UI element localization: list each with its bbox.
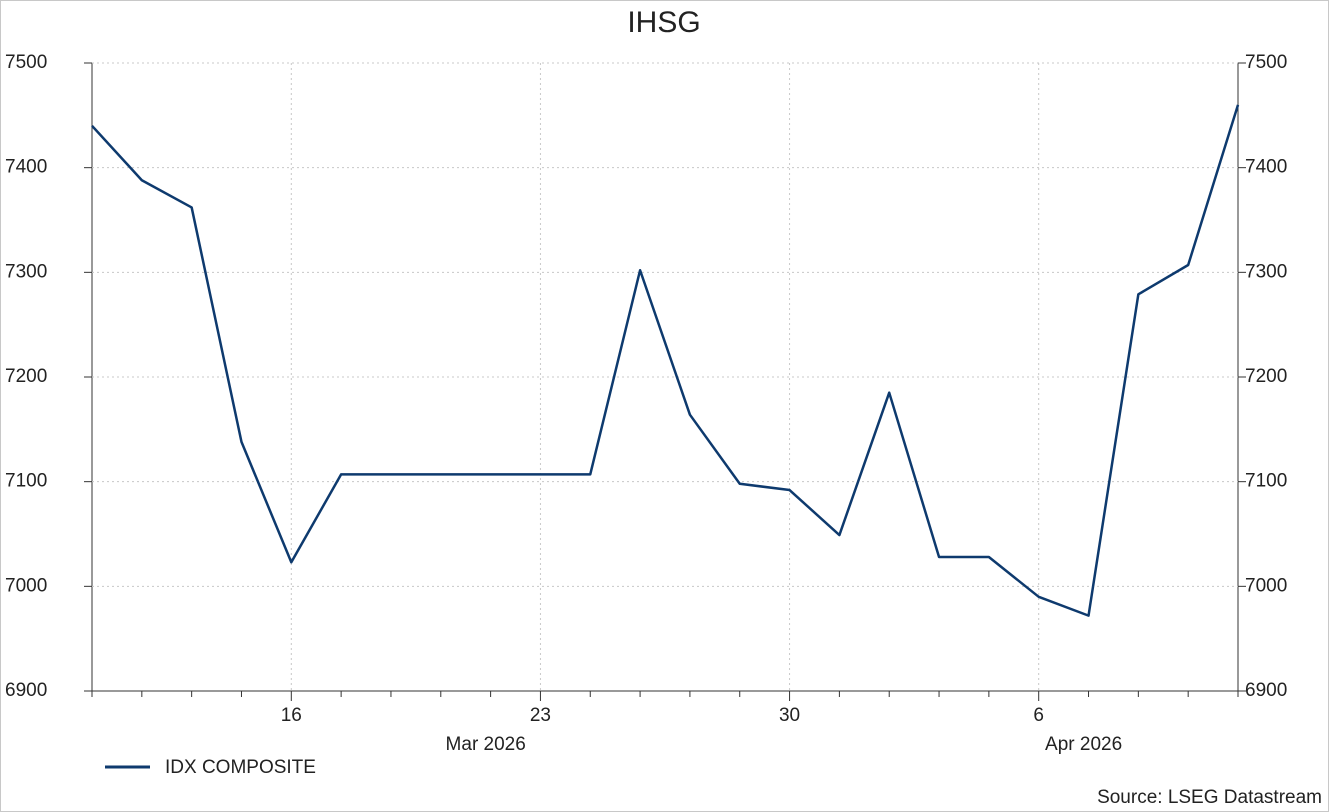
y-tick-label: 7100 — [5, 471, 47, 492]
month-label: Apr 2026 — [1045, 734, 1122, 755]
y2-tick-label: 7000 — [1245, 575, 1287, 596]
x-tick-label: 23 — [530, 705, 551, 726]
y2-tick-label: 7100 — [1245, 471, 1287, 492]
source-note: Source: LSEG Datastream — [1097, 787, 1322, 808]
y2-tick-label: 6900 — [1245, 680, 1287, 701]
y-tick-label: 7500 — [5, 52, 47, 73]
legend-label: IDX COMPOSITE — [165, 757, 316, 778]
data-line — [91, 104, 1240, 617]
y-tick-label: 7200 — [5, 366, 47, 387]
y-tick-label: 7300 — [5, 261, 47, 282]
y2-tick-label: 7400 — [1245, 157, 1287, 178]
y-tick-label: 7000 — [5, 575, 47, 596]
y-tick-label: 7400 — [5, 157, 47, 178]
y-tick-label: 6900 — [5, 680, 47, 701]
y2-tick-label: 7500 — [1245, 52, 1287, 73]
y2-tick-label: 7200 — [1245, 366, 1287, 387]
x-tick-label: 6 — [1033, 705, 1044, 726]
y2-tick-label: 7300 — [1245, 261, 1287, 282]
x-tick-label: 16 — [281, 705, 302, 726]
month-label: Mar 2026 — [446, 734, 526, 755]
x-tick-label: 30 — [779, 705, 800, 726]
chart-title: IHSG — [627, 6, 700, 39]
